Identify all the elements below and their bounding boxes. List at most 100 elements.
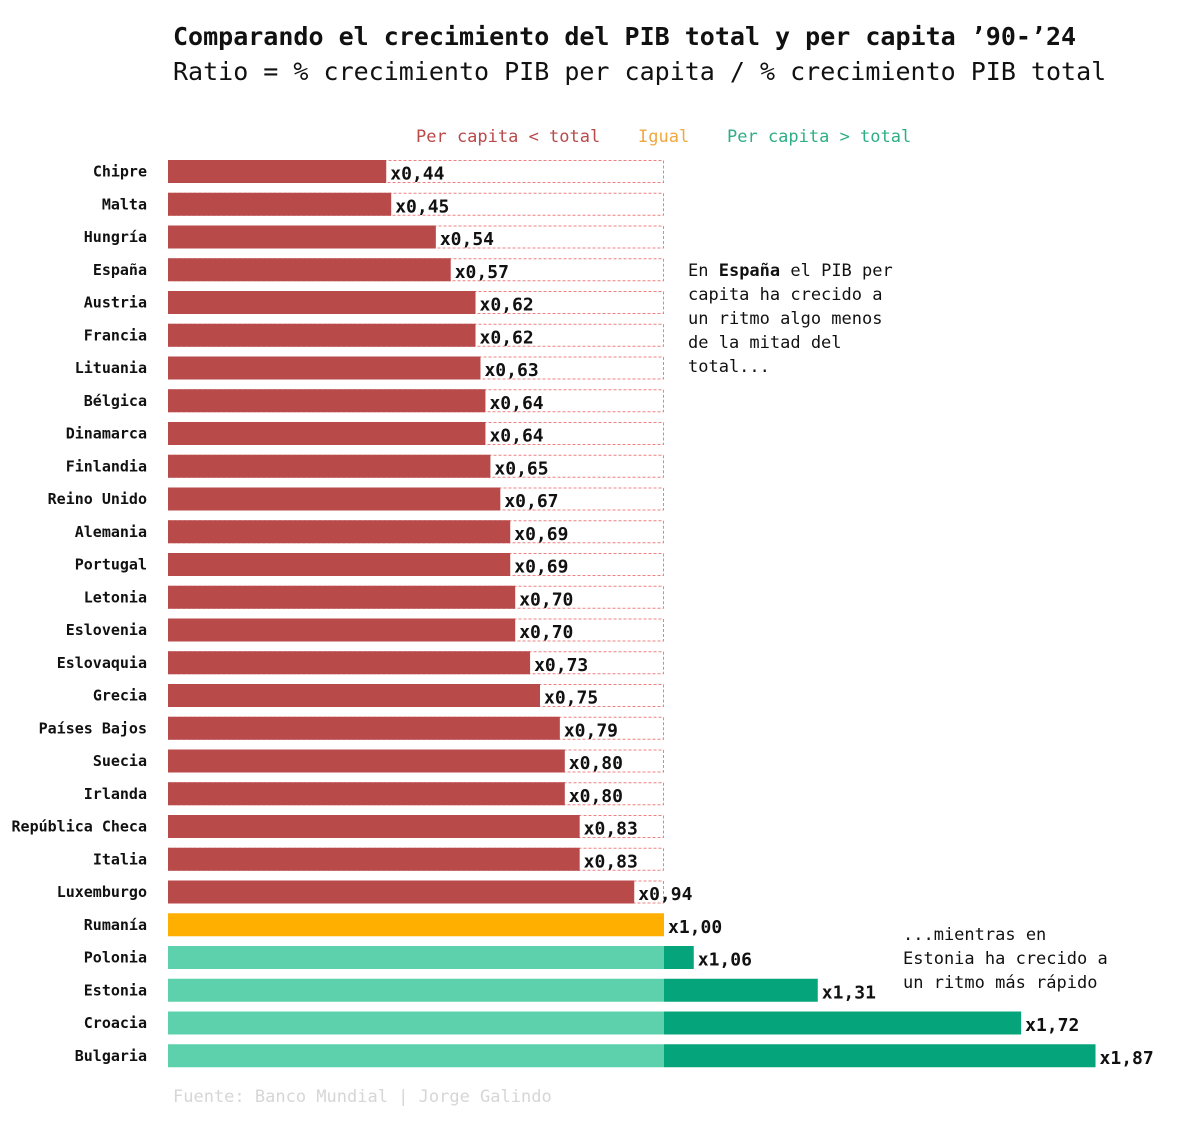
annotation-espana-line-4: de la mitad del (688, 333, 842, 353)
category-label-portugal: Portugal (75, 556, 147, 574)
annotation-espana-line-1: En España el PIB per (688, 259, 893, 283)
bar-base-bulgaria (168, 1044, 664, 1068)
annotation-espana-bold: España (718, 261, 781, 281)
category-label-lituania: Lituania (75, 359, 147, 377)
bar-belgica (168, 389, 486, 413)
category-label-dinamarca: Dinamarca (66, 425, 147, 443)
category-label-espana: España (93, 261, 147, 279)
category-label-estonia: Estonia (84, 981, 147, 999)
bar-base-polonia (168, 946, 664, 969)
category-label-malta: Malta (102, 195, 147, 213)
chart-subtitle: Ratio = % crecimiento PIB per capita / %… (173, 57, 1107, 86)
category-label-italia: Italia (93, 850, 147, 868)
category-label-croacia: Croacia (84, 1014, 147, 1032)
bar-luxemburgo (168, 880, 635, 904)
bar-finlandia (168, 454, 491, 478)
value-label-irlanda: x0,80 (569, 786, 623, 807)
value-label-estonia: x1,31 (822, 982, 876, 1003)
category-label-letonia: Letonia (84, 588, 147, 606)
value-label-suecia: x0,80 (569, 753, 623, 774)
bar-excess-estonia (664, 978, 818, 1002)
category-label-belgica: Bélgica (84, 392, 147, 410)
category-label-rumania: Rumanía (84, 916, 147, 934)
category-label-polonia: Polonia (84, 949, 147, 967)
bar-republica-checa (168, 815, 580, 838)
category-label-luxemburgo: Luxemburgo (57, 883, 147, 901)
bar-espana (168, 258, 451, 282)
category-label-irlanda: Irlanda (84, 785, 147, 803)
value-label-luxemburgo: x0,94 (638, 884, 692, 905)
category-label-reino-unido: Reino Unido (48, 490, 147, 508)
bar-grecia (168, 684, 540, 707)
value-label-grecia: x0,75 (544, 688, 598, 709)
category-label-eslovaquia: Eslovaquia (57, 654, 147, 672)
legend-item-per-capita-lower: Per capita < total (416, 127, 601, 147)
source-note: Fuente: Banco Mundial | Jorge Galindo (173, 1087, 552, 1107)
value-label-bulgaria: x1,87 (1100, 1048, 1154, 1069)
value-label-paises-bajos: x0,79 (564, 720, 618, 741)
bar-excess-bulgaria (664, 1044, 1096, 1068)
value-label-dinamarca: x0,64 (489, 426, 543, 447)
bar-rumania (168, 913, 664, 937)
category-label-eslovenia: Eslovenia (66, 621, 147, 639)
bar-francia (168, 323, 476, 347)
chart-title: Comparando el crecimiento del PIB total … (173, 22, 1077, 51)
annotation-estonia-line-2: Estonia ha crecido a (903, 949, 1108, 969)
value-label-hungria: x0,54 (440, 229, 494, 250)
annotation-espana-line-1-pre: En (688, 261, 719, 281)
annotation-estonia-line-3: un ritmo más rápido (903, 973, 1098, 993)
category-label-finlandia: Finlandia (66, 457, 147, 475)
category-label-bulgaria: Bulgaria (75, 1047, 147, 1065)
category-label-hungria: Hungría (84, 228, 147, 246)
category-label-suecia: Suecia (93, 752, 147, 770)
value-label-alemania: x0,69 (514, 524, 568, 545)
value-label-italia: x0,83 (584, 851, 638, 872)
value-label-francia: x0,62 (480, 327, 534, 348)
category-label-austria: Austria (84, 294, 147, 312)
value-label-espana: x0,57 (455, 262, 509, 283)
bar-excess-polonia (664, 946, 694, 969)
category-label-republica-checa: República Checa (12, 818, 147, 836)
value-label-rumania: x1,00 (668, 917, 722, 938)
bar-eslovaquia (168, 651, 531, 675)
bar-dinamarca (168, 422, 486, 445)
value-label-republica-checa: x0,83 (584, 819, 638, 840)
annotation-espana-line-3: un ritmo algo menos (688, 309, 883, 329)
bar-hungria (168, 225, 436, 249)
annotation-estonia: ...mientras en Estonia ha crecido a un r… (903, 923, 1108, 995)
value-label-lituania: x0,63 (484, 360, 538, 381)
annotation-espana-line-2: capita ha crecido a (688, 285, 883, 305)
legend-item-equal: Igual (638, 127, 690, 147)
bar-lituania (168, 356, 481, 380)
value-label-eslovaquia: x0,73 (534, 655, 588, 676)
bar-italia (168, 847, 580, 871)
bar-base-croacia (168, 1011, 664, 1035)
value-label-croacia: x1,72 (1025, 1015, 1079, 1036)
annotation-espana: En España el PIB per capita ha crecido a… (688, 259, 893, 379)
bar-paises-bajos (168, 716, 560, 740)
value-label-malta: x0,45 (395, 196, 449, 217)
bar-base-estonia (168, 978, 664, 1002)
value-label-belgica: x0,64 (489, 393, 543, 414)
category-label-francia: Francia (84, 326, 147, 344)
legend-item-per-capita-higher: Per capita > total (727, 127, 912, 147)
bar-chipre (168, 160, 387, 183)
value-label-reino-unido: x0,67 (504, 491, 558, 512)
category-label-alemania: Alemania (75, 523, 147, 541)
bar-reino-unido (168, 487, 501, 511)
annotation-espana-line-5: total... (688, 357, 770, 377)
annotation-espana-line-1-post: el PIB per (780, 261, 893, 281)
bar-alemania (168, 520, 511, 544)
bar-excess-croacia (664, 1011, 1022, 1035)
bar-letonia (168, 585, 516, 609)
value-label-eslovenia: x0,70 (519, 622, 573, 643)
category-label-grecia: Grecia (93, 687, 147, 705)
bar-suecia (168, 749, 565, 773)
value-label-portugal: x0,69 (514, 557, 568, 578)
value-label-finlandia: x0,65 (494, 458, 548, 479)
bar-austria (168, 291, 476, 314)
value-label-polonia: x1,06 (698, 950, 752, 971)
value-label-letonia: x0,70 (519, 589, 573, 610)
category-label-chipre: Chipre (93, 163, 147, 181)
